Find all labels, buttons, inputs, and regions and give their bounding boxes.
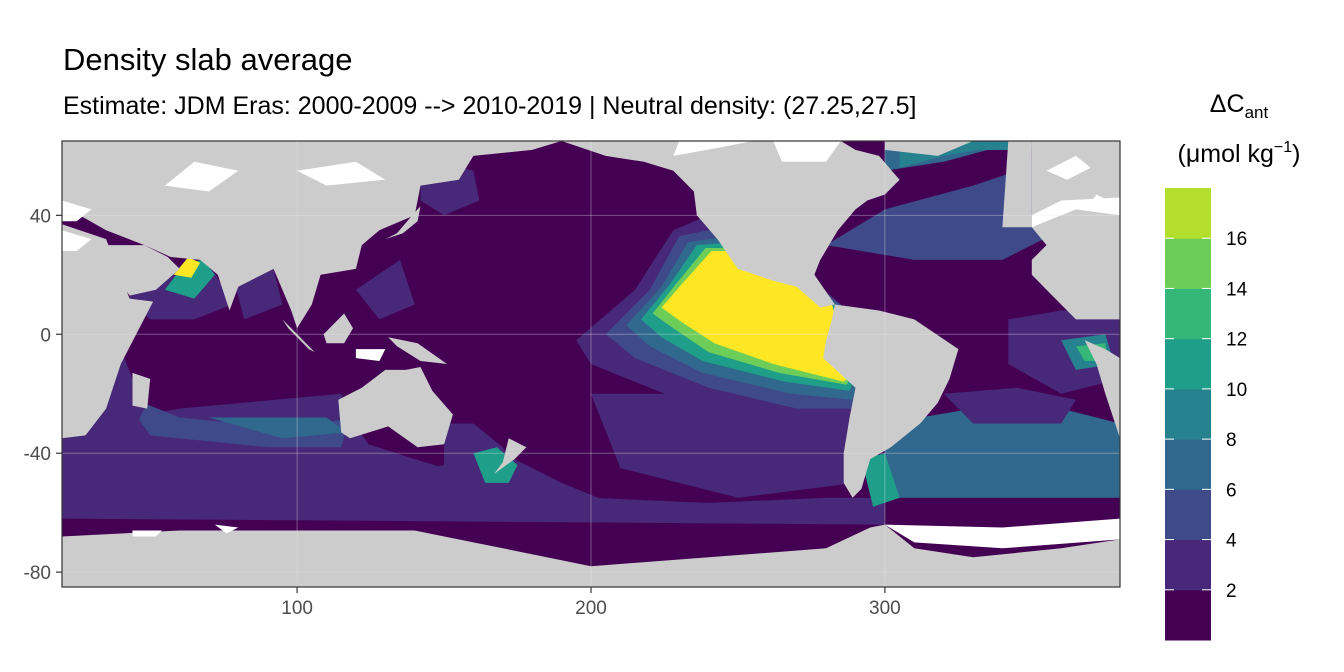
land-greenland: [884, 141, 974, 156]
nodata-antarctic-weddell: [884, 518, 1120, 549]
legend-label: 2: [1226, 581, 1237, 602]
land-madagascar: [132, 372, 151, 409]
legend-label: 14: [1226, 279, 1248, 300]
land-borneo: [323, 313, 353, 344]
na-white-canada: [673, 141, 753, 156]
plot-panel: [62, 141, 1120, 587]
chart-subtitle: Estimate: JDM Eras: 2000-2009 --> 2010-2…: [63, 92, 917, 120]
arabian-band-high: [173, 257, 201, 278]
arabian-band-10: [164, 259, 215, 299]
circumpolar-band: [62, 435, 885, 519]
x-axis: 100 200 300: [281, 587, 901, 619]
legend-swatch: [1165, 489, 1211, 541]
etp-band-high: [661, 251, 853, 382]
legend-unit: (μmol kg−1): [1178, 139, 1301, 168]
y-tick-label: -80: [24, 563, 51, 584]
nodata-scandinavia: [1046, 155, 1091, 180]
nodata-central-asia: [164, 161, 239, 192]
y-axis: 40 0 -40 -80: [24, 206, 62, 584]
nodata-north: [297, 161, 386, 186]
legend-swatch: [1165, 439, 1211, 490]
legend-swatch: [1165, 188, 1211, 239]
philippine-band: [355, 259, 415, 320]
nodata-black-sea: [1084, 194, 1109, 210]
legend-swatch: [1165, 589, 1211, 641]
color-legend: ΔCant (μmol kg−1) 2 4 6 8 10 12 14 16: [1165, 90, 1300, 641]
x-tick-label: 300: [869, 598, 901, 619]
legend-label: 16: [1226, 229, 1247, 250]
indian-band-6: [208, 417, 348, 439]
land-arabia: [106, 245, 180, 296]
legend-label: 12: [1226, 330, 1247, 351]
patagonia-band: [861, 453, 900, 507]
gridlines: [62, 141, 1120, 587]
tropical-atlantic-band: [1008, 310, 1120, 394]
land-africa: [62, 224, 154, 439]
nodata-caspian: [62, 200, 92, 222]
land-sumatra: [282, 319, 315, 353]
nodata-ross-1: [132, 530, 162, 537]
legend-label: 6: [1226, 480, 1237, 501]
legend-swatch: [1165, 238, 1211, 289]
nodata-west: [62, 230, 92, 251]
legend-swatch: [1165, 338, 1211, 390]
land-florida: [817, 245, 829, 260]
land-antarctica: [62, 524, 1120, 587]
y-tick-label: -40: [24, 444, 51, 465]
land-europe: [1002, 141, 1032, 228]
legend-swatch: [1165, 388, 1211, 440]
legend-labels: 2 4 6 8 10 12 14 16: [1165, 229, 1248, 602]
nodata-indonesia: [355, 349, 386, 361]
land-africa-south: [1084, 340, 1120, 439]
chart-title: Density slab average: [63, 42, 353, 77]
y-tick-label: 0: [40, 325, 51, 346]
south-atlantic-band-2: [943, 387, 1076, 424]
legend-title: ΔCant: [1210, 90, 1269, 122]
legend-colorbar: [1165, 188, 1211, 641]
legend-label: 8: [1226, 430, 1237, 451]
land-north-america: [561, 141, 900, 308]
legend-label: 10: [1226, 380, 1247, 401]
land-new-guinea: [388, 337, 447, 364]
nodata-med: [1031, 197, 1120, 228]
land-south-america: [823, 304, 959, 498]
y-tick-label: 40: [30, 206, 51, 227]
x-tick-label: 200: [575, 598, 607, 619]
land-japan: [385, 206, 421, 240]
land-africa-east: [1031, 141, 1120, 320]
land-australia: [338, 367, 453, 448]
na-white-hudson: [773, 141, 841, 162]
land-new-zealand: [494, 438, 527, 474]
nodata-ross-2: [214, 524, 239, 534]
x-tick-label: 100: [281, 598, 313, 619]
legend-label: 4: [1226, 531, 1237, 552]
legend-swatch: [1165, 288, 1211, 340]
south-atlantic-band: [884, 408, 1120, 498]
legend-swatch: [1165, 539, 1211, 591]
